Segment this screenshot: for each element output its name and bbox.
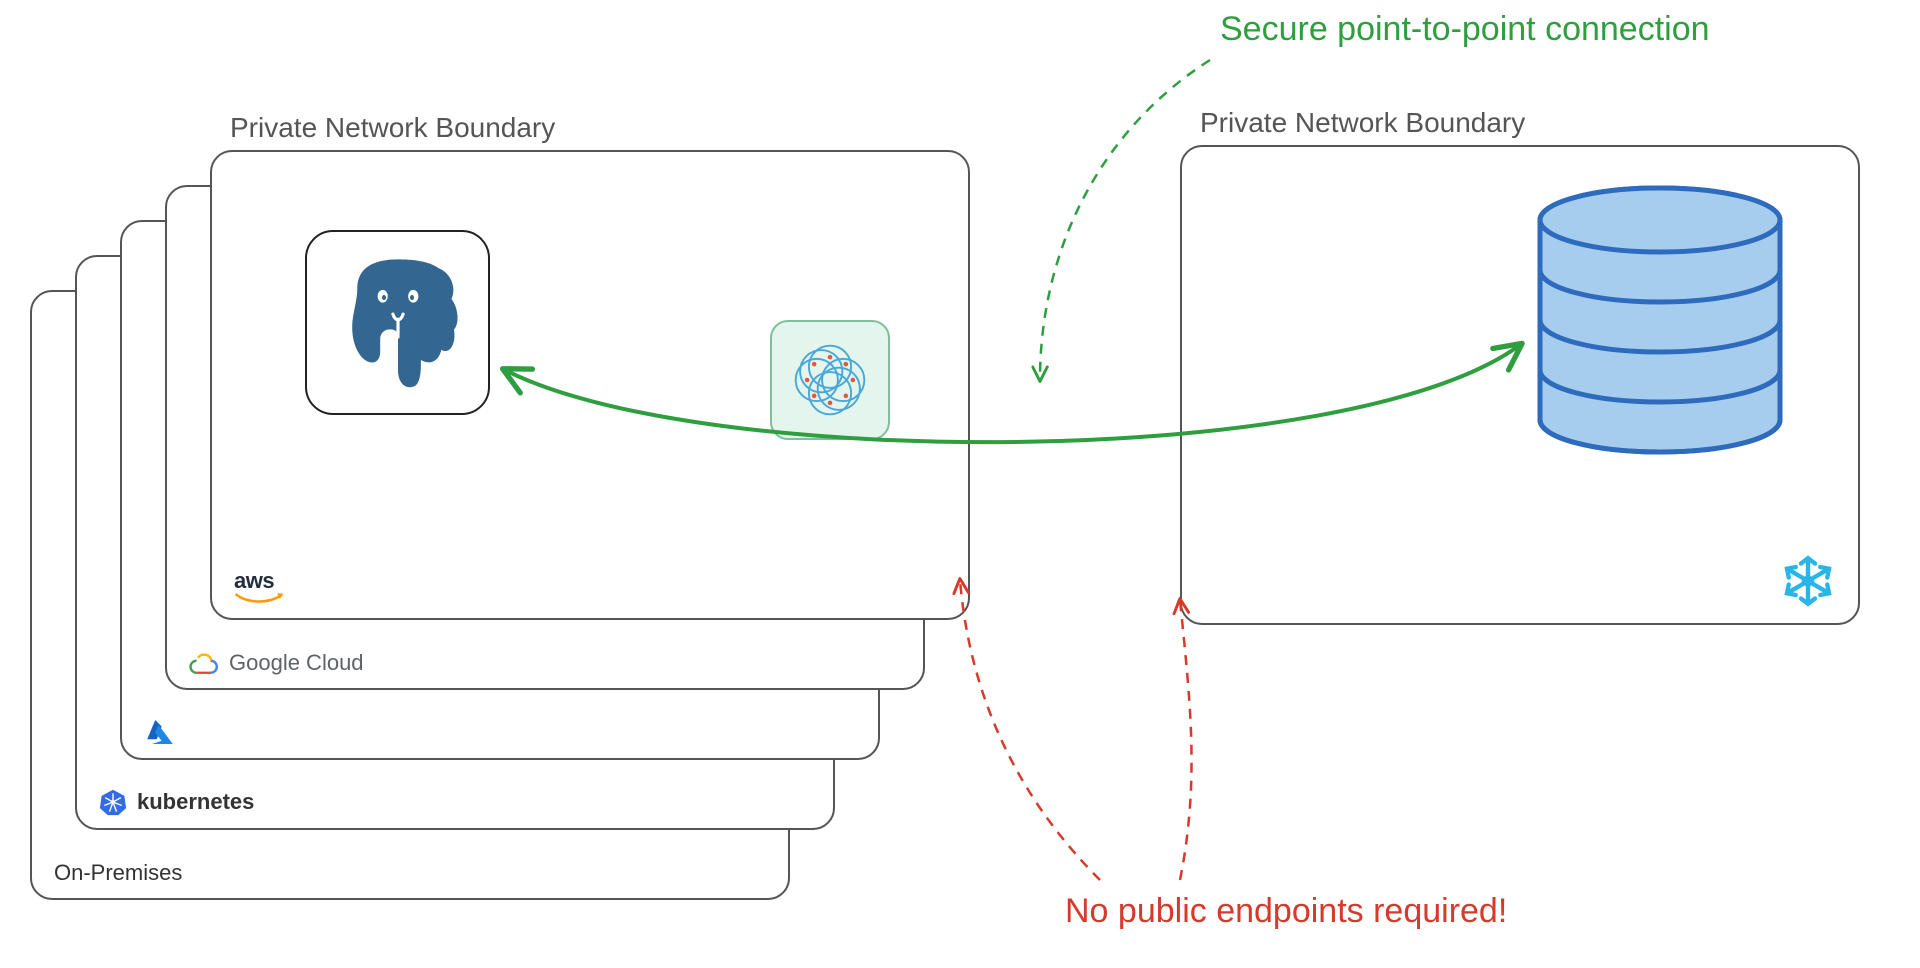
kubernetes-icon (99, 788, 127, 816)
annotation-secure: Secure point-to-point connection (1220, 10, 1710, 49)
kubernetes-text: kubernetes (137, 789, 254, 815)
aws-text: aws (234, 568, 274, 594)
connector-tile-left (770, 320, 890, 440)
diagram-canvas: On-Premises kubernetes (0, 0, 1920, 968)
provider-label-google-cloud: Google Cloud (189, 650, 364, 676)
postgres-icon (333, 253, 463, 393)
google-cloud-text: Google Cloud (229, 650, 364, 676)
on-premises-text: On-Premises (54, 860, 182, 886)
connector-icon (786, 336, 874, 424)
postgres-tile (305, 230, 490, 415)
provider-label-kubernetes: kubernetes (99, 788, 254, 816)
left-boundary-title: Private Network Boundary (230, 112, 555, 144)
right-boundary-title: Private Network Boundary (1200, 107, 1525, 139)
aws-smile-icon (234, 592, 284, 606)
provider-label-azure (144, 718, 176, 746)
no-public-pointer-1 (960, 580, 1100, 880)
azure-icon (144, 718, 176, 746)
annotation-no-public: No public endpoints required! (1065, 892, 1507, 931)
google-cloud-icon (189, 651, 219, 675)
provider-label-aws: aws (234, 568, 284, 606)
snowflake-icon (1780, 553, 1836, 609)
database-icon (1530, 185, 1790, 465)
provider-label-on-premises: On-Premises (54, 860, 182, 886)
no-public-pointer-2 (1180, 600, 1192, 880)
